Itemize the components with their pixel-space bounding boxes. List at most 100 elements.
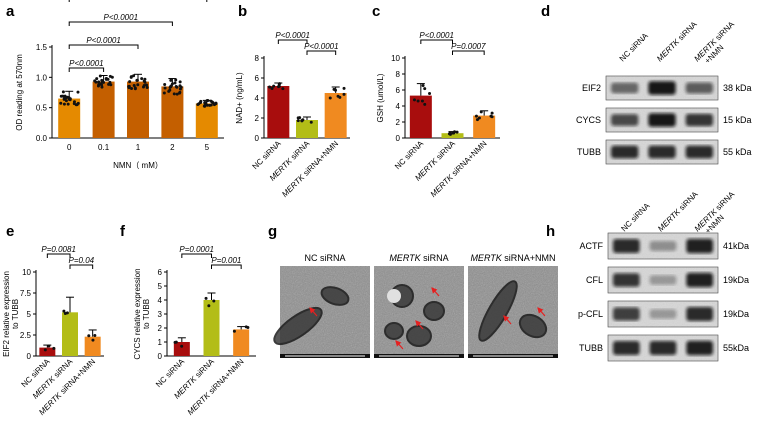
data-point — [455, 130, 459, 134]
panel-label-a: a — [6, 3, 15, 20]
bar-c-2 — [473, 115, 496, 138]
blot-band — [611, 145, 639, 159]
bar-f-0 — [173, 342, 190, 356]
x-axis-label: NMN（ mM） — [113, 161, 163, 170]
data-point — [178, 80, 182, 84]
em-image-2: MERTK siRNA+NMN — [468, 253, 558, 358]
significance-bracket — [306, 50, 337, 55]
chart-a: 0.0 0.5 1.0 1.5 OD reading at 570nm 0 0.1 1 2 5 NM… — [15, 0, 224, 170]
y-tick-label: 6 — [158, 268, 163, 277]
bar-f-1 — [203, 300, 220, 356]
kda-label: 19kDa — [723, 309, 749, 319]
data-point — [451, 131, 455, 135]
data-point — [309, 120, 313, 124]
category-label: 5 — [205, 143, 210, 152]
blot-band — [686, 238, 713, 254]
p-value-label: P=0.04 — [69, 256, 95, 265]
data-point — [93, 334, 97, 338]
y-tick-label: 2 — [396, 118, 401, 127]
bar-e-0 — [39, 347, 56, 356]
data-point — [43, 348, 47, 352]
data-point — [205, 99, 209, 103]
data-point — [97, 80, 101, 84]
blot-band — [686, 340, 713, 356]
data-point — [281, 87, 285, 91]
y-tick-label: 0 — [396, 134, 401, 143]
significance-bracket — [46, 253, 71, 258]
data-point — [172, 92, 176, 96]
data-point — [167, 89, 171, 93]
p-value-label: P<0.0001 — [304, 42, 338, 51]
kda-label: 38 kDa — [723, 83, 752, 93]
data-point — [62, 309, 66, 313]
data-point — [87, 334, 91, 338]
data-point — [145, 83, 149, 87]
significance-bracket — [68, 0, 208, 2]
panel-label-h: h — [546, 223, 555, 240]
data-point — [278, 82, 282, 86]
blot-band — [685, 113, 713, 127]
data-point — [246, 325, 250, 329]
p-value-label: P<0.0001 — [69, 59, 103, 68]
em-texture — [280, 266, 370, 358]
blot-band — [685, 82, 713, 94]
data-point — [64, 96, 68, 100]
data-point — [163, 86, 167, 90]
category-label: 0 — [67, 143, 72, 152]
data-point — [170, 82, 174, 86]
data-point — [207, 304, 211, 308]
bar-a-2 — [127, 81, 149, 138]
em-title: NC siRNA — [304, 253, 345, 263]
data-point — [448, 131, 452, 135]
data-point — [174, 84, 178, 88]
y-tick-label: 0 — [27, 352, 32, 361]
p-value-label: P=0.0001 — [179, 245, 213, 254]
blot-band — [613, 273, 640, 287]
mitochondrion — [273, 306, 323, 346]
data-point — [474, 114, 478, 118]
data-point — [423, 87, 427, 91]
data-point — [107, 82, 111, 86]
data-point — [479, 110, 483, 114]
data-point — [65, 311, 69, 315]
data-point — [412, 98, 416, 102]
data-point — [52, 346, 56, 350]
y-tick-label: 1.5 — [36, 43, 48, 52]
data-point — [212, 103, 216, 107]
data-point — [91, 338, 95, 342]
protein-label: EIF2 — [582, 83, 601, 93]
kda-label: 55 kDa — [723, 147, 752, 157]
mitochondrion — [320, 286, 350, 306]
y-axis-label: CYCS relative expressionto TUBB — [133, 268, 151, 359]
y-tick-label: 2 — [255, 114, 260, 123]
panel-label-g: g — [268, 223, 277, 240]
data-point — [106, 77, 110, 81]
bar-c-0 — [409, 95, 432, 138]
p-value-label: P=0.0007 — [451, 42, 486, 51]
blot-band — [648, 145, 676, 159]
bar-a-4 — [195, 103, 218, 138]
em-title: MERTK siRNA — [389, 253, 448, 263]
kda-label: 15 kDa — [723, 115, 752, 125]
y-axis-label: GSH (umol/L) — [376, 73, 385, 122]
data-point — [66, 102, 70, 106]
y-tick-label: 2.5 — [20, 331, 32, 340]
protein-label: ACTF — [580, 241, 604, 251]
data-point — [175, 92, 179, 96]
red-arrow — [309, 307, 318, 317]
y-axis-label: NAD+ (ng/mL) — [235, 72, 244, 124]
data-point — [135, 78, 139, 82]
lane-label: NC siRNA — [619, 201, 652, 234]
data-point — [75, 103, 79, 107]
blot-band — [613, 239, 640, 253]
data-point — [98, 74, 102, 78]
y-tick-label: 7.5 — [20, 289, 32, 298]
y-axis-label: OD reading at 570nm — [15, 54, 24, 131]
data-point — [267, 85, 271, 89]
data-point — [428, 91, 432, 95]
p-value-label: P<0.0001 — [275, 31, 309, 40]
lane-label: NC siRNA — [618, 31, 651, 64]
significance-bracket — [68, 67, 105, 72]
